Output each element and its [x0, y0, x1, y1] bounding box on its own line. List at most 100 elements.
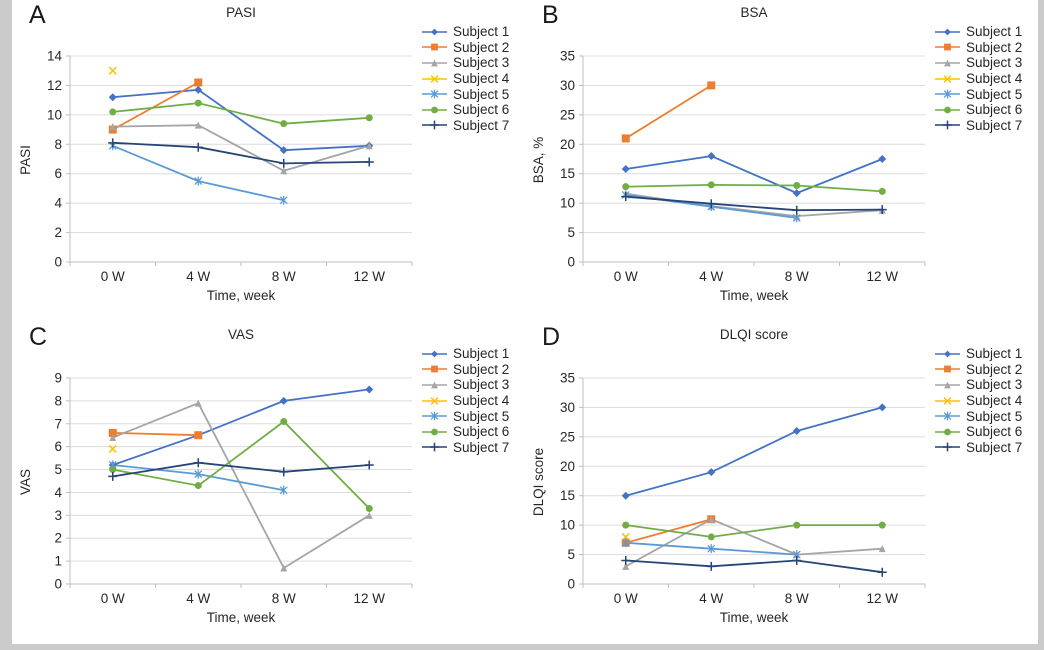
svg-text:30: 30 — [560, 400, 575, 415]
svg-text:2: 2 — [54, 531, 62, 546]
chart-legend: Subject 1 Subject 2 Subject 3 Subject 4 Subj… — [421, 24, 509, 133]
legend-item: Subject 7 — [934, 440, 1022, 456]
legend-item: Subject 6 — [421, 102, 509, 118]
legend-label: Subject 2 — [966, 39, 1023, 55]
legend-marker-plus-icon — [422, 120, 447, 130]
legend-marker-diamond-icon — [935, 350, 960, 358]
legend-label: Subject 7 — [966, 439, 1023, 455]
svg-text:4: 4 — [54, 196, 62, 211]
legend-marker-x-icon — [935, 74, 960, 83]
legend-marker-star-icon — [935, 89, 960, 99]
legend-item: Subject 3 — [934, 55, 1022, 71]
svg-text:8 W: 8 W — [272, 269, 296, 284]
legend-item: Subject 1 — [934, 24, 1022, 40]
chart-title: VAS — [227, 327, 254, 342]
legend-item: Subject 6 — [934, 102, 1022, 118]
chart-title: PASI — [226, 5, 256, 20]
legend-item: Subject 2 — [421, 40, 509, 56]
svg-text:10: 10 — [560, 196, 575, 211]
legend-item: Subject 6 — [421, 424, 509, 440]
legend-item: Subject 4 — [421, 393, 509, 409]
legend-marker-star-icon — [935, 411, 960, 421]
svg-text:7: 7 — [54, 416, 62, 431]
legend-label: Subject 6 — [966, 424, 1023, 440]
svg-text:3: 3 — [54, 508, 62, 523]
legend-marker-diamond-icon — [422, 28, 447, 36]
chart-title: DLQI score — [719, 327, 789, 342]
legend-marker-plus-icon — [422, 442, 447, 452]
legend-marker-circle-icon — [935, 106, 960, 114]
svg-text:4 W: 4 W — [699, 591, 723, 606]
legend-item: Subject 7 — [421, 118, 509, 134]
svg-text:4 W: 4 W — [186, 269, 210, 284]
legend-item: Subject 5 — [934, 86, 1022, 102]
legend-marker-triangle-icon — [422, 381, 447, 389]
svg-text:4 W: 4 W — [699, 269, 723, 284]
legend-label: Subject 4 — [453, 393, 510, 409]
legend-label: Subject 5 — [453, 408, 510, 424]
svg-text:20: 20 — [560, 459, 575, 474]
legend-item: Subject 1 — [934, 346, 1022, 362]
panel-label: D — [542, 323, 561, 351]
legend-item: Subject 7 — [421, 440, 509, 456]
legend-label: Subject 3 — [966, 377, 1023, 393]
legend-label: Subject 1 — [453, 24, 510, 40]
legend-item: Subject 4 — [934, 393, 1022, 409]
svg-text:1: 1 — [54, 554, 62, 569]
svg-text:10: 10 — [560, 518, 575, 533]
legend-label: Subject 2 — [453, 361, 510, 377]
svg-text:0 W: 0 W — [101, 591, 125, 606]
legend-marker-square-icon — [422, 43, 447, 51]
legend-item: Subject 4 — [421, 71, 509, 87]
svg-text:9: 9 — [54, 371, 62, 386]
legend-item: Subject 2 — [934, 40, 1022, 56]
legend-marker-circle-icon — [422, 106, 447, 114]
svg-text:8 W: 8 W — [785, 269, 809, 284]
legend-marker-x-icon — [935, 396, 960, 405]
svg-text:5: 5 — [567, 225, 575, 240]
legend-item: Subject 7 — [934, 118, 1022, 134]
svg-text:4 W: 4 W — [186, 591, 210, 606]
svg-text:6: 6 — [54, 439, 62, 454]
chart-title: BSA — [740, 5, 768, 20]
svg-text:14: 14 — [47, 49, 63, 64]
svg-text:8 W: 8 W — [272, 591, 296, 606]
legend-marker-square-icon — [422, 365, 447, 373]
svg-text:12 W: 12 W — [866, 269, 898, 284]
legend-marker-star-icon — [422, 411, 447, 421]
chart-plot: 0 5 10 15 20 25 30 35 0 W 4 W 8 W 12 W — [560, 371, 926, 606]
x-axis-label: Time, week — [719, 288, 789, 303]
legend-marker-triangle-icon — [422, 59, 447, 67]
svg-text:0: 0 — [54, 255, 62, 270]
legend-marker-star-icon — [422, 89, 447, 99]
legend-item: Subject 5 — [934, 408, 1022, 424]
svg-text:5: 5 — [567, 547, 575, 562]
x-axis-label: Time, week — [206, 288, 276, 303]
legend-item: Subject 3 — [421, 377, 509, 393]
legend-label: Subject 4 — [966, 393, 1023, 409]
legend-label: Subject 5 — [453, 86, 510, 102]
chart-legend: Subject 1 Subject 2 Subject 3 Subject 4 Subj… — [421, 346, 509, 455]
legend-marker-plus-icon — [935, 120, 960, 130]
legend-item: Subject 6 — [934, 424, 1022, 440]
legend-marker-square-icon — [935, 43, 960, 51]
svg-text:30: 30 — [560, 78, 575, 93]
svg-text:12 W: 12 W — [353, 591, 385, 606]
svg-text:0 W: 0 W — [614, 591, 638, 606]
legend-label: Subject 3 — [966, 55, 1023, 71]
legend-label: Subject 5 — [966, 86, 1023, 102]
chart-legend: Subject 1 Subject 2 Subject 3 Subject 4 Subj… — [934, 24, 1022, 133]
legend-marker-diamond-icon — [935, 28, 960, 36]
svg-text:0 W: 0 W — [101, 269, 125, 284]
svg-text:35: 35 — [560, 371, 575, 386]
legend-label: Subject 3 — [453, 55, 510, 71]
svg-text:12 W: 12 W — [353, 269, 385, 284]
svg-text:25: 25 — [560, 107, 575, 122]
svg-text:5: 5 — [54, 462, 62, 477]
panel-d: D DLQI score DLQI score 0 5 10 15 20 25 30 35 0 … — [525, 322, 1038, 644]
svg-text:20: 20 — [560, 137, 575, 152]
legend-item: Subject 2 — [421, 362, 509, 378]
